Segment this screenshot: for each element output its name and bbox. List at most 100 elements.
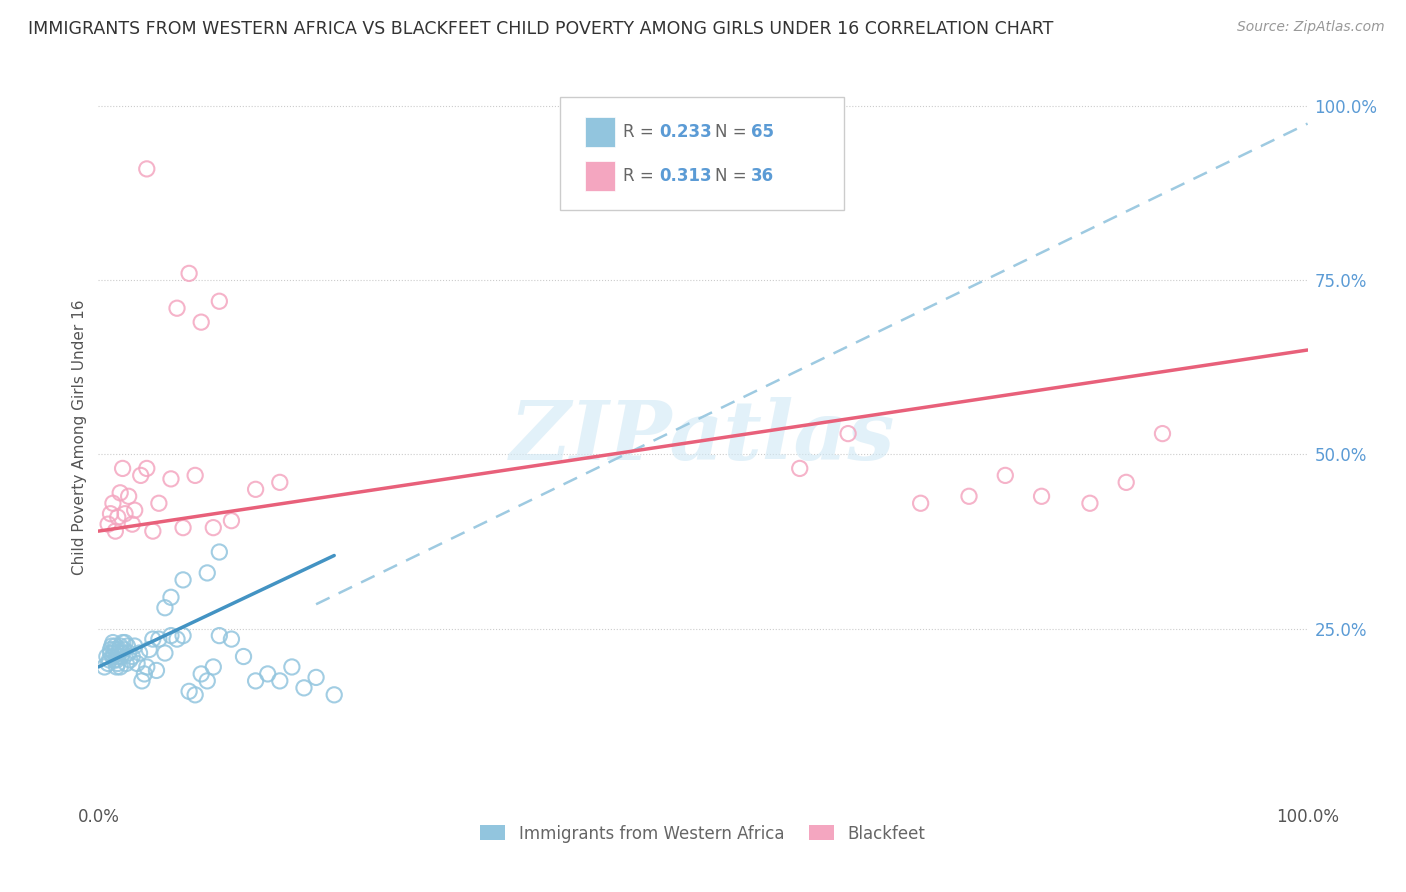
Text: 36: 36 xyxy=(751,167,775,185)
Point xyxy=(103,646,125,660)
Point xyxy=(100,507,122,521)
Point xyxy=(108,646,131,660)
Point xyxy=(98,653,121,667)
Point xyxy=(103,653,125,667)
Point xyxy=(160,472,183,486)
Point xyxy=(172,573,194,587)
Text: ZIPatlas: ZIPatlas xyxy=(510,397,896,477)
Point xyxy=(104,642,127,657)
Point xyxy=(256,667,278,681)
Point xyxy=(190,315,212,329)
Point xyxy=(115,657,138,671)
FancyBboxPatch shape xyxy=(585,118,614,146)
Point xyxy=(281,660,304,674)
Point xyxy=(112,642,135,657)
Point xyxy=(184,688,207,702)
Point xyxy=(166,632,188,646)
Point xyxy=(105,653,128,667)
Point xyxy=(101,635,124,649)
Point xyxy=(1115,475,1137,490)
Point xyxy=(142,632,165,646)
Point xyxy=(121,649,143,664)
Point xyxy=(110,649,132,664)
Point xyxy=(145,664,167,678)
Point xyxy=(232,649,254,664)
Point xyxy=(105,660,128,674)
Point xyxy=(1152,426,1174,441)
Text: 0.313: 0.313 xyxy=(659,167,711,185)
Point xyxy=(245,673,267,688)
Legend: Immigrants from Western Africa, Blackfeet: Immigrants from Western Africa, Blackfee… xyxy=(474,818,932,849)
Point xyxy=(107,657,129,671)
FancyBboxPatch shape xyxy=(561,97,845,211)
Point xyxy=(96,649,118,664)
Point xyxy=(101,649,124,664)
Point xyxy=(97,517,120,532)
Point xyxy=(108,639,131,653)
Point xyxy=(108,642,131,657)
Point xyxy=(108,485,131,500)
Text: R =: R = xyxy=(623,167,659,185)
Text: R =: R = xyxy=(623,123,659,141)
Point xyxy=(127,657,149,671)
Point xyxy=(142,524,165,538)
Point xyxy=(208,629,231,643)
Point xyxy=(160,629,183,643)
FancyBboxPatch shape xyxy=(585,161,614,191)
Text: 0.233: 0.233 xyxy=(659,123,713,141)
Point xyxy=(153,646,176,660)
Point xyxy=(179,266,201,280)
Point xyxy=(179,684,201,698)
Text: IMMIGRANTS FROM WESTERN AFRICA VS BLACKFEET CHILD POVERTY AMONG GIRLS UNDER 16 C: IMMIGRANTS FROM WESTERN AFRICA VS BLACKF… xyxy=(28,20,1053,37)
Point xyxy=(107,649,129,664)
Point xyxy=(208,294,231,309)
Point xyxy=(124,639,146,653)
Point xyxy=(134,667,156,681)
Point xyxy=(195,673,218,688)
Point xyxy=(129,468,152,483)
Point xyxy=(107,510,129,524)
Point xyxy=(305,670,328,684)
Point xyxy=(202,521,225,535)
Point xyxy=(221,514,243,528)
Point xyxy=(184,468,207,483)
Point xyxy=(128,646,150,660)
Point xyxy=(910,496,932,510)
Point xyxy=(190,667,212,681)
Point xyxy=(100,646,122,660)
Point xyxy=(117,639,139,653)
Point xyxy=(100,642,122,657)
Point xyxy=(104,524,127,538)
Point xyxy=(148,632,170,646)
Point xyxy=(153,600,176,615)
Point xyxy=(166,301,188,316)
Point xyxy=(100,639,122,653)
Point xyxy=(160,591,183,605)
Point xyxy=(208,545,231,559)
Text: N =: N = xyxy=(716,167,752,185)
Point xyxy=(245,483,267,497)
Point xyxy=(269,475,291,490)
Point xyxy=(172,521,194,535)
Point xyxy=(97,657,120,671)
Point xyxy=(221,632,243,646)
Point xyxy=(114,635,136,649)
Point xyxy=(93,660,115,674)
Text: N =: N = xyxy=(716,123,752,141)
Point xyxy=(111,646,134,660)
Point xyxy=(101,496,124,510)
Point xyxy=(124,503,146,517)
Point xyxy=(323,688,346,702)
Point xyxy=(111,461,134,475)
Point xyxy=(135,161,157,176)
Point xyxy=(195,566,218,580)
Point xyxy=(131,673,153,688)
Point xyxy=(957,489,980,503)
Point xyxy=(172,629,194,643)
Point xyxy=(114,507,136,521)
Text: Source: ZipAtlas.com: Source: ZipAtlas.com xyxy=(1237,20,1385,34)
Text: 65: 65 xyxy=(751,123,775,141)
Point xyxy=(1078,496,1101,510)
Point xyxy=(121,517,143,532)
Point xyxy=(269,673,291,688)
